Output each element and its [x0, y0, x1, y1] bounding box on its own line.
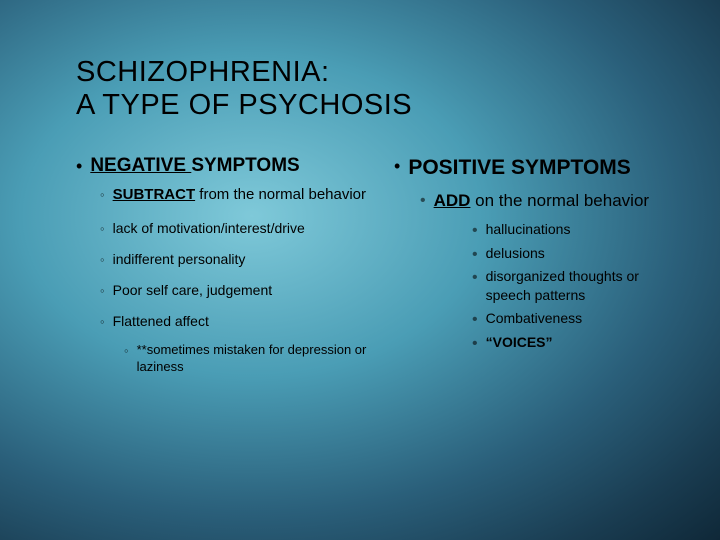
list-item: • Combativeness [472, 309, 660, 329]
circle-icon: ◦ [100, 187, 105, 202]
list-item-text: Flattened affect [113, 312, 209, 331]
bullet-icon: • [394, 157, 400, 177]
note-text: **sometimes mistaken for depression or l… [137, 341, 376, 376]
list-item-text: hallucinations [486, 220, 571, 239]
list-item: ◦ Flattened affect [100, 312, 376, 331]
list-item: • “VOICES” [472, 333, 660, 353]
negative-heading-rest: SYMPTOMS [191, 155, 299, 176]
title-line-1: SCHIZOPHRENIA: [76, 56, 660, 89]
negative-heading-row: • NEGATIVE SYMPTOMS [76, 155, 376, 177]
bullet-icon: • [76, 157, 82, 177]
negative-subtract-row: ◦ SUBTRACT from the normal behavior [100, 185, 376, 205]
list-item: ◦ indifferent personality [100, 250, 376, 269]
title-line-2: A TYPE OF PSYCHOSIS [76, 89, 660, 122]
circle-icon: ◦ [100, 314, 105, 329]
negative-heading-underline: NEGATIVE [90, 155, 191, 176]
circle-icon: ◦ [124, 343, 129, 358]
bullet-icon: • [420, 192, 426, 210]
list-item-text: “VOICES” [486, 333, 553, 352]
list-item: • hallucinations [472, 220, 660, 240]
negative-heading: NEGATIVE SYMPTOMS [90, 155, 299, 177]
circle-icon: ◦ [100, 283, 105, 298]
list-item-text: Poor self care, judgement [113, 281, 273, 300]
add-rest: on the normal behavior [470, 191, 649, 210]
positive-add-row: • ADD on the normal behavior [420, 190, 660, 212]
list-item: ◦ lack of motivation/interest/drive [100, 219, 376, 238]
list-item-text: Combativeness [486, 309, 583, 328]
bullet-icon: • [472, 246, 478, 264]
list-item: ◦ Poor self care, judgement [100, 281, 376, 300]
right-column: • POSITIVE SYMPTOMS • ADD on the normal … [394, 155, 660, 380]
circle-icon: ◦ [100, 252, 105, 267]
list-item: • disorganized thoughts or speech patter… [472, 267, 660, 305]
subtract-underline: SUBTRACT [113, 186, 196, 203]
left-column: • NEGATIVE SYMPTOMS ◦ SUBTRACT from the … [76, 155, 376, 380]
list-item-text: lack of motivation/interest/drive [113, 219, 305, 238]
list-item: • delusions [472, 244, 660, 264]
list-item-text: delusions [486, 244, 545, 263]
positive-heading: POSITIVE SYMPTOMS [408, 155, 631, 180]
bullet-icon: • [472, 335, 478, 353]
subtract-rest: from the normal behavior [195, 186, 366, 203]
bullet-icon: • [472, 311, 478, 329]
bullet-icon: • [472, 269, 478, 287]
positive-heading-row: • POSITIVE SYMPTOMS [394, 155, 660, 180]
add-underline: ADD [434, 191, 471, 210]
note-row: ◦ **sometimes mistaken for depression or… [124, 341, 376, 376]
list-item-text: indifferent personality [113, 250, 246, 269]
positive-add: ADD on the normal behavior [434, 190, 649, 212]
content-columns: • NEGATIVE SYMPTOMS ◦ SUBTRACT from the … [76, 155, 660, 380]
circle-icon: ◦ [100, 221, 105, 236]
list-item-text: disorganized thoughts or speech patterns [486, 267, 660, 305]
bullet-icon: • [472, 222, 478, 240]
slide: SCHIZOPHRENIA: A TYPE OF PSYCHOSIS • NEG… [0, 0, 720, 540]
slide-title: SCHIZOPHRENIA: A TYPE OF PSYCHOSIS [76, 56, 660, 123]
negative-subtract: SUBTRACT from the normal behavior [113, 185, 366, 205]
